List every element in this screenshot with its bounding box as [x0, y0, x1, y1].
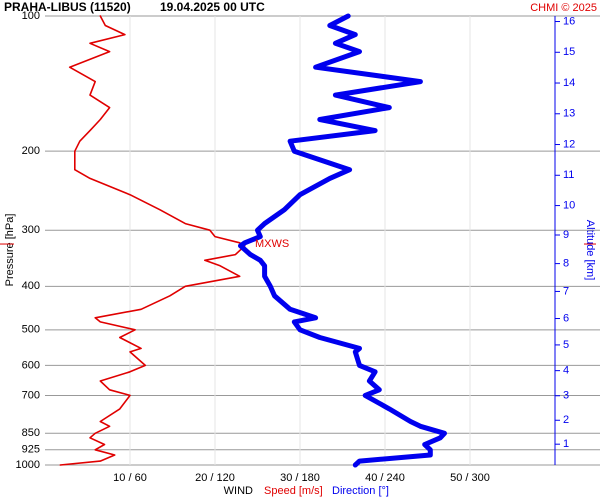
y2-tick-label: 8 [563, 258, 569, 270]
y-tick-label: 600 [22, 359, 40, 371]
y2-tick-label: 15 [563, 46, 575, 58]
x-tick-label: 20 / 120 [195, 472, 235, 484]
y2-tick-label: 5 [563, 339, 569, 351]
y2-tick-label: 2 [563, 414, 569, 426]
y2-axis-label: Altitude [km] [584, 220, 596, 281]
y-tick-label: 300 [22, 224, 40, 236]
y-axis-label: Pressure [hPa] [4, 214, 16, 287]
y2-tick-label: 12 [563, 138, 575, 150]
y2-tick-label: 6 [563, 312, 569, 324]
y-tick-label: 925 [22, 444, 40, 456]
chart-subtitle: 19.04.2025 00 UTC [160, 0, 265, 14]
x-tick-label: 30 / 180 [280, 472, 320, 484]
y2-tick-label: 11 [563, 169, 574, 181]
legend-entry: Direction [°] [332, 485, 389, 497]
chart-title: PRAHA-LIBUS (11520) [4, 0, 131, 14]
y2-tick-label: 16 [563, 15, 575, 27]
line-series [59, 15, 246, 466]
y2-tick-label: 4 [563, 365, 569, 377]
y2-tick-label: 3 [563, 390, 569, 402]
y-tick-label: 500 [22, 324, 40, 336]
x-tick-label: 40 / 240 [365, 472, 405, 484]
y-tick-label: 1000 [16, 459, 40, 471]
y-tick-label: 400 [22, 280, 40, 292]
line-series [238, 13, 447, 468]
y2-tick-label: 7 [563, 285, 569, 297]
y2-tick-label: 10 [563, 199, 575, 211]
x-axis-label: WIND [224, 485, 253, 497]
x-tick-label: 50 / 300 [450, 472, 490, 484]
y2-tick-label: 13 [563, 108, 575, 120]
annotation: MXWS [255, 238, 289, 250]
y-tick-label: 850 [22, 427, 40, 439]
y2-tick-label: 9 [563, 229, 569, 241]
y2-tick-label: 1 [563, 438, 569, 450]
y-tick-label: 700 [22, 389, 40, 401]
y-tick-label: 100 [22, 10, 40, 22]
y2-tick-label: 14 [563, 77, 575, 89]
x-tick-label: 10 / 60 [113, 472, 147, 484]
y-tick-label: 200 [22, 145, 40, 157]
credit: CHMI © 2025 [530, 2, 597, 14]
legend-entry: Speed [m/s] [264, 485, 323, 497]
